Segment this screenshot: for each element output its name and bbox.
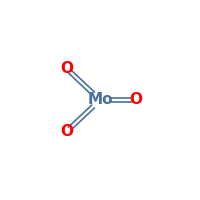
Text: Mo: Mo: [87, 92, 113, 108]
Text: O: O: [129, 92, 142, 108]
Text: O: O: [60, 61, 73, 76]
Text: O: O: [60, 124, 73, 139]
